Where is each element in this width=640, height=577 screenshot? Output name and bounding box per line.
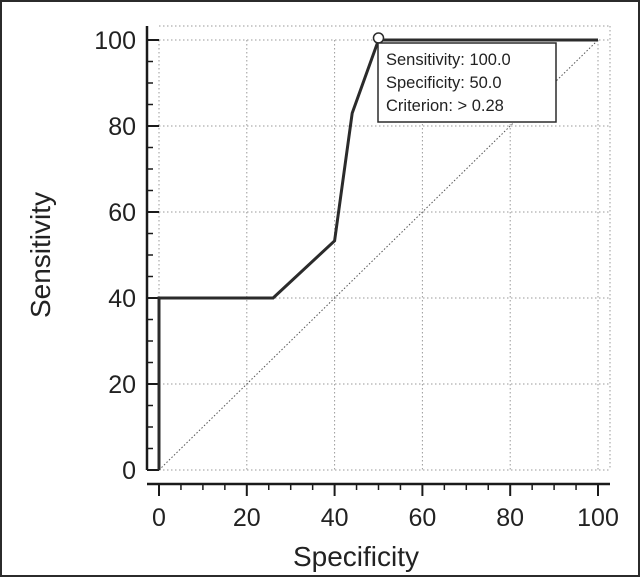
highlight-point [372, 32, 385, 44]
y-tick-label: 40 [108, 285, 136, 313]
x-tick-label: 0 [152, 504, 166, 532]
x-ticks: 0 20 40 60 80 100 [152, 484, 619, 532]
x-axis-title: Specificity [293, 541, 419, 572]
y-tick-label: 20 [108, 371, 136, 399]
tooltip-box [377, 42, 557, 123]
y-axis-title: Sensitivity [25, 192, 56, 318]
x-tick-label: 60 [408, 504, 436, 532]
y-tick-label: 0 [122, 457, 136, 485]
x-tick-label: 40 [321, 504, 349, 532]
x-tick-label: 80 [496, 504, 524, 532]
tooltip-line-2: Specificity: 50.0 [386, 74, 502, 92]
x-tick-label: 100 [577, 504, 619, 532]
y-ticks: 0 20 40 60 80 100 [94, 27, 159, 485]
tooltip-line-1: Sensitivity: 100.0 [386, 51, 511, 69]
y-tick-label: 100 [94, 27, 136, 55]
x-tick-label: 20 [233, 504, 261, 532]
data-tooltip: Sensitivity: 100.0 Specificity: 50.0 Cri… [377, 42, 557, 123]
y-tick-label: 60 [108, 199, 136, 227]
y-tick-label: 80 [108, 113, 136, 141]
tooltip-line-3: Criterion: > 0.28 [386, 97, 504, 115]
markers [372, 32, 385, 44]
